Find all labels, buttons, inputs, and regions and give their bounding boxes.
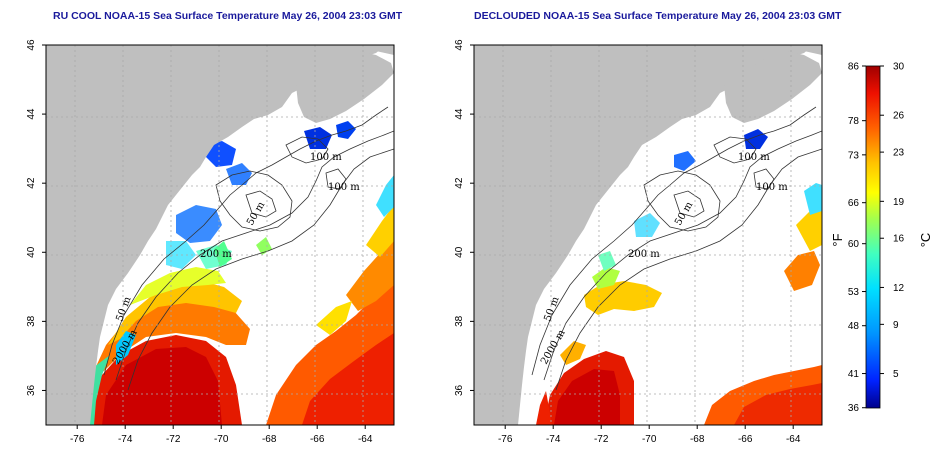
contour-label-left-4: 200 m [200,249,232,260]
colorbar-f-label-1: 78 [848,116,860,127]
contour-label-left-2: 100 m [328,182,360,193]
lat-tick-label-left-4: 44 [26,108,37,120]
lon-tick-label-right-6: -64 [786,434,801,445]
grid-left [46,45,394,425]
contour-label-right-2: 100 m [756,182,788,193]
colorbar-c-label-7: 5 [893,369,899,380]
lon-tick-label-right-2: -72 [594,434,609,445]
lat-tick-label-right-4: 44 [454,108,465,120]
colorbar-f-label-2: 73 [848,150,860,161]
panel-title-left: RU COOL NOAA-15 Sea Surface Temperature … [53,10,403,22]
colorbar-c-label-2: 23 [893,148,905,159]
contour-label-left-1: 100 m [310,152,342,163]
colorbar-f-label-5: 53 [848,287,860,298]
lat-tick-label-right-5: 46 [454,39,465,51]
colorbar-f-label-3: 66 [848,198,860,209]
lat-tick-label-right-0: 36 [454,384,465,396]
colorbar-f-label-0: 86 [848,62,860,73]
grid-right [474,45,822,425]
lon-tick-label-left-5: -66 [310,434,325,445]
contour-label-right-1: 100 m [738,152,770,163]
lat-tick-label-left-0: 36 [26,384,37,396]
colorbar-f-ticks: 86 78 73 66 60 53 48 41 36 [848,62,866,414]
colorbar-c-label-0: 30 [893,62,905,73]
lat-tick-label-right-1: 38 [454,315,465,327]
map-panel-left: 100 m 100 m 50 m 200 m 50 m 2000 m -76 -7… [26,39,395,445]
lat-tick-label-right-2: 40 [454,246,465,258]
map-panel-right: 100 m 100 m 50 m 200 m 50 m 2000 m -76 -7… [454,39,823,445]
colorbar: 86 78 73 66 60 53 48 41 36 30 26 23 19 16 12 9 5 °F °C [830,62,933,415]
contour-label-right-4: 200 m [628,249,660,260]
sst-field-left [86,57,394,425]
lat-tick-label-left-5: 46 [26,39,37,51]
lon-tick-label-right-1: -74 [546,434,561,445]
celsius-unit-label: °C [918,233,933,248]
lon-tick-label-left-1: -74 [118,434,133,445]
colorbar-f-label-8: 36 [848,403,860,414]
lon-tick-label-right-5: -66 [738,434,753,445]
colorbar-c-label-6: 9 [893,320,899,331]
lat-tick-label-left-1: 38 [26,315,37,327]
colorbar-c-label-1: 26 [893,111,905,122]
lon-tick-label-left-4: -68 [262,434,277,445]
lon-tick-label-left-3: -70 [214,434,229,445]
axis-ticks-left: -76 -74 -72 -70 -68 -66 -64 36 38 40 42 44 46 [26,39,373,445]
axis-ticks-right: -76 -74 -72 -70 -68 -66 -64 36 38 40 42 44 46 [454,39,801,445]
colorbar-f-label-4: 60 [848,239,860,250]
colorbar-gradient [865,65,881,409]
lon-tick-label-left-0: -76 [70,434,85,445]
lon-tick-label-right-0: -76 [498,434,513,445]
lon-tick-label-left-6: -64 [358,434,373,445]
colorbar-c-ticks: 30 26 23 19 16 12 9 5 [880,62,905,380]
colorbar-c-label-5: 12 [893,283,905,294]
lat-tick-label-left-2: 40 [26,246,37,258]
lon-tick-label-right-4: -68 [690,434,705,445]
colorbar-c-label-3: 19 [893,197,905,208]
sst-field-right [536,59,822,425]
colorbar-c-label-4: 16 [893,234,905,245]
lon-tick-label-right-3: -70 [642,434,657,445]
colorbar-f-label-7: 41 [848,369,860,380]
lat-tick-label-left-3: 42 [26,177,37,189]
colorbar-f-label-6: 48 [848,321,860,332]
fahrenheit-unit-label: °F [830,233,845,246]
lat-tick-label-right-3: 42 [454,177,465,189]
panel-title-right: DECLOUDED NOAA-15 Sea Surface Temperatur… [474,10,842,22]
lon-tick-label-left-2: -72 [166,434,181,445]
